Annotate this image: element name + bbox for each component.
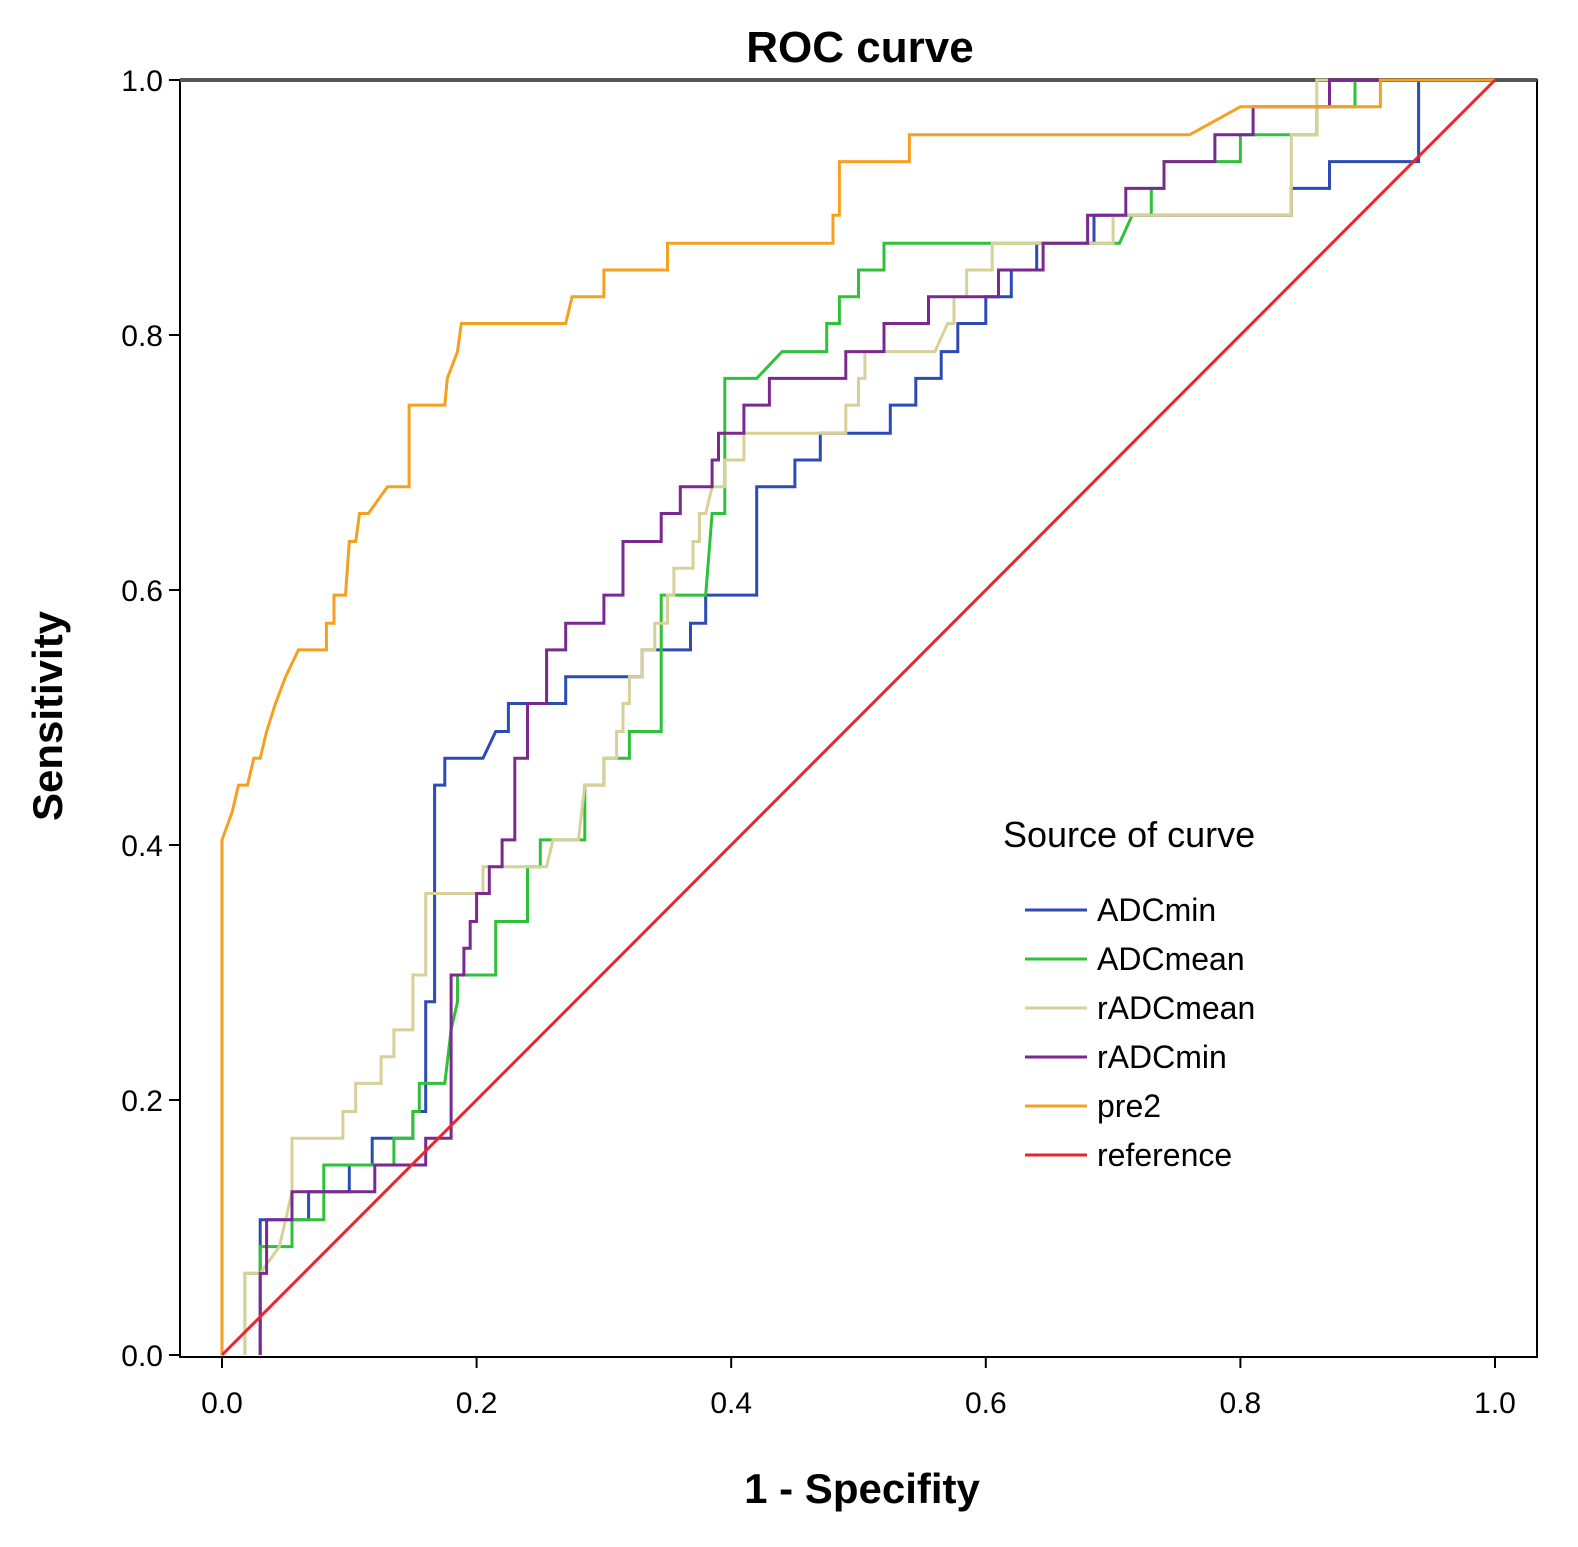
legend-items: ADCmin ADCmean rADCmean rADCmin pre2 referenc… <box>1025 892 1255 1173</box>
legend-title: Source of curve <box>1003 814 1255 855</box>
x-tick-label: 1.0 <box>1474 1387 1516 1420</box>
series-line-radcmin <box>258 78 1495 1355</box>
series-line-reference <box>220 78 1497 1357</box>
legend-item-pre2: pre2 <box>1025 1088 1161 1124</box>
y-tick-label: 0.2 <box>121 1085 163 1118</box>
y-tick-label: 0.0 <box>121 1340 163 1373</box>
legend: Source of curve ADCmin ADCmean rADCmean rAD… <box>1003 814 1255 1173</box>
plot-area <box>179 78 1538 1358</box>
legend-label: ADCmean <box>1097 941 1245 977</box>
y-tick-label: 0.6 <box>121 575 163 608</box>
x-tick-label: 0.4 <box>710 1387 752 1420</box>
legend-label: reference <box>1097 1137 1232 1173</box>
legend-label: pre2 <box>1097 1088 1161 1124</box>
series-line-pre2 <box>220 78 1495 1355</box>
legend-label: rADCmean <box>1097 990 1255 1026</box>
legend-label: rADCmin <box>1097 1039 1227 1075</box>
y-axis-title: Sensitivity <box>24 610 71 821</box>
legend-item-adcmean: ADCmean <box>1025 941 1245 977</box>
x-tick-label: 0.6 <box>965 1387 1007 1420</box>
x-axis-title: 1 - Specifity <box>744 1465 980 1512</box>
y-tick-label: 1.0 <box>121 65 163 98</box>
legend-item-adcmin: ADCmin <box>1025 892 1216 928</box>
ticks-layer: 0.0 0.2 0.4 0.6 0.8 1.0 0.0 0.2 0.4 0.6 0.8 1.0 <box>121 65 1516 1420</box>
x-tick-label: 0.0 <box>201 1387 243 1420</box>
legend-item-reference: reference <box>1025 1137 1232 1173</box>
series-layer <box>220 78 1497 1357</box>
legend-item-radcmin: rADCmin <box>1025 1039 1227 1075</box>
legend-label: ADCmin <box>1097 892 1216 928</box>
y-tick-label: 0.4 <box>121 830 163 863</box>
x-tick-label: 0.8 <box>1220 1387 1262 1420</box>
x-tick-label: 0.2 <box>456 1387 498 1420</box>
chart-title: ROC curve <box>746 23 973 72</box>
y-tick-label: 0.8 <box>121 320 163 353</box>
legend-item-radcmean: rADCmean <box>1025 990 1255 1026</box>
